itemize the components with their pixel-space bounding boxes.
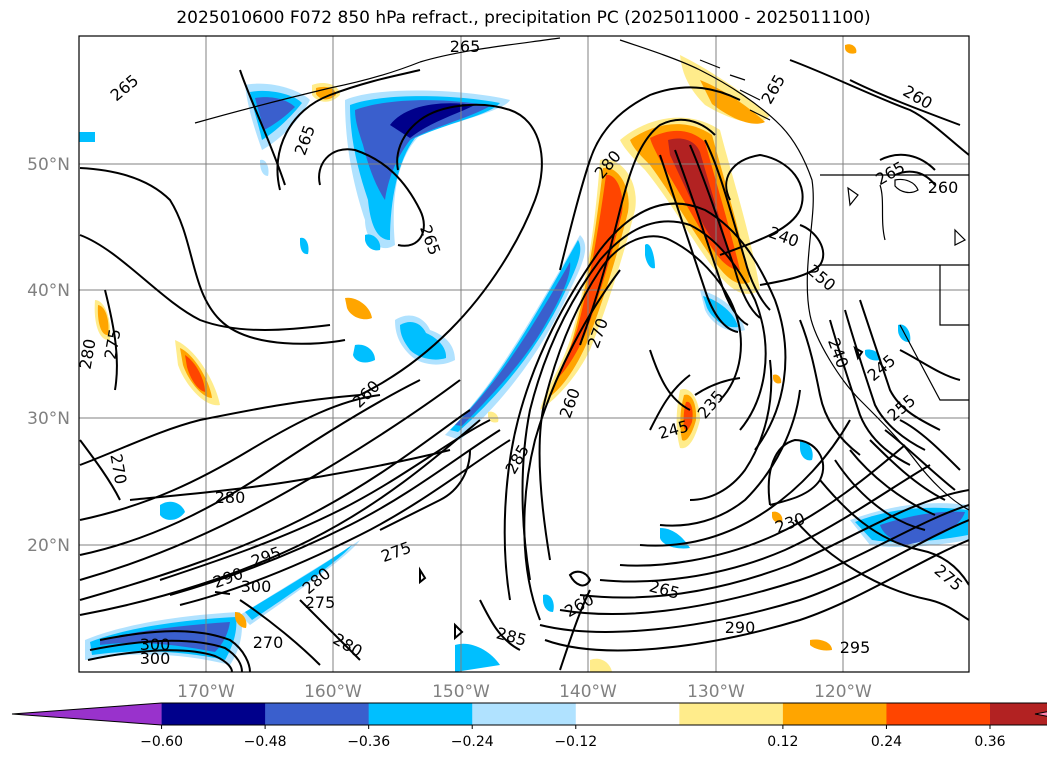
map-area: 265 265 265 265 265 260 260 280 260 265 … [76,35,970,673]
colorbar-extend-min [12,703,162,725]
colorbar-tick-label: 0.36 [974,734,1005,750]
map-frame [78,35,970,673]
colorbar-segment [990,703,1047,725]
colorbar-extend-max [1035,711,1047,717]
lat-label: 40°N [27,281,70,301]
graticule [79,36,969,672]
colorbar-segment [161,703,266,725]
negative-shading [79,83,968,672]
colorbar-segment [886,703,991,725]
lat-label: 30°N [27,409,70,429]
longitude-labels: 170°W 160°W 150°W 140°W 130°W 120°W [177,682,872,702]
contour-label: 300 [241,577,272,596]
colorbar-tick-label: 0.24 [871,734,902,750]
lon-label: 160°W [304,682,362,702]
colorbar-tick-label: −0.36 [347,734,390,750]
latitude-labels: 50°N 40°N 30°N 20°N [27,155,70,556]
lon-label: 150°W [432,682,490,702]
colorbar-segment [265,703,370,725]
colorbar-tick-label: 0.12 [767,734,798,750]
contour-label: 300 [140,649,171,668]
colorbar-tick-label: −0.12 [554,734,597,750]
map-title: 2025010600 F072 850 hPa refract., precip… [176,8,871,28]
contour-label: 290 [725,618,756,637]
lon-label: 130°W [687,682,745,702]
lon-label: 140°W [559,682,617,702]
lon-label: 120°W [814,682,872,702]
contour-label: 275 [305,593,336,612]
colorbar-segment [472,703,577,725]
lon-label: 170°W [177,682,235,702]
colorbar-tick-label: −0.48 [244,734,287,750]
colorbar-segment [679,703,784,725]
refractivity-contours [79,59,969,672]
colorbar-segment [368,703,473,725]
colorbar: −0.60−0.48−0.36−0.24−0.120.120.240.360.4… [11,702,1047,750]
lat-label: 50°N [27,155,70,175]
lat-label: 20°N [27,536,70,556]
contour-label: 265 [450,37,481,56]
contour-label: 280 [215,488,246,507]
contour-label: 280 [76,337,100,370]
colorbar-tick-label: −0.24 [451,734,494,750]
colorbar-segment [575,703,680,725]
contour-label: 295 [840,638,871,657]
colorbar-tick-label: −0.60 [140,734,183,750]
contour-label: 260 [928,178,959,197]
colorbar-segment [782,703,887,725]
contour-label: 270 [253,633,284,652]
contour-label: 300 [140,635,171,654]
